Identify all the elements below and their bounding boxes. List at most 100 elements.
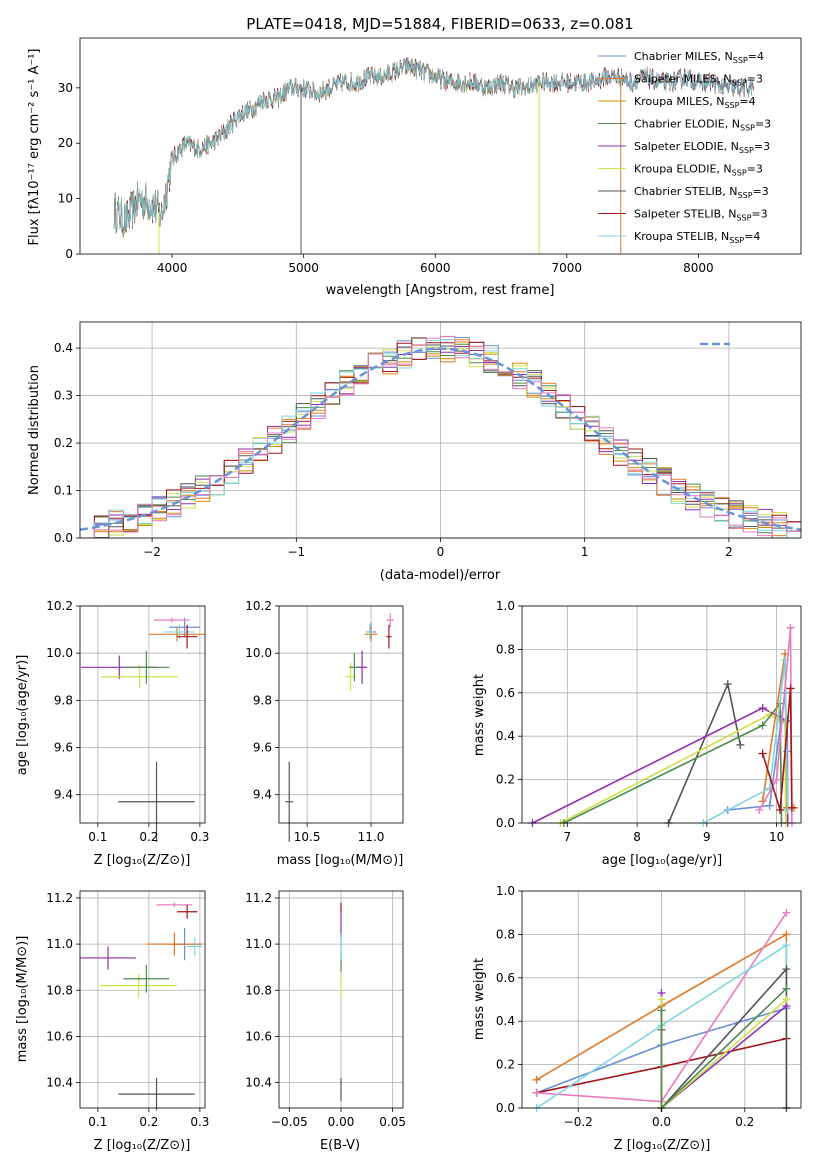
x-tick-label: 0 <box>437 545 445 559</box>
wAge-xlabel: age [log₁₀(age/yr)] <box>602 853 723 868</box>
massZ-ylabel: mass [log₁₀(M/M⊙)] <box>15 936 30 1063</box>
x-tick-label: 4000 <box>157 261 188 275</box>
y-tick-label: 11.0 <box>46 937 73 951</box>
y-tick-label: 0.4 <box>54 341 73 355</box>
y-tick-label: 10.8 <box>245 983 272 997</box>
x-tick-label: 0.1 <box>88 830 107 844</box>
y-tick-label: 0.2 <box>496 1058 515 1072</box>
spectrum-panel: PLATE=0418, MJD=51884, FIBERID=0633, z=0… <box>27 15 802 298</box>
axes-frame <box>521 605 802 824</box>
weight-marker <box>532 1088 541 1097</box>
histogram-steps <box>80 346 801 539</box>
y-tick-label: 9.6 <box>253 741 272 755</box>
errorbar-point <box>386 624 392 649</box>
legend-n: =3 <box>747 73 763 86</box>
errorbar-point <box>176 624 198 649</box>
legend-label: Salpeter MILES, NSSP=3 <box>634 73 763 88</box>
y-tick-label: 10.0 <box>245 646 272 660</box>
x-tick-label: 11.0 <box>358 830 385 844</box>
y-tick-label: 0.3 <box>54 389 73 403</box>
x-tick-label: 10.5 <box>294 830 321 844</box>
plot-area <box>79 335 802 539</box>
age-vs-mass-panel: mass [log₁₀(M/M⊙)] 10.5 11.0 9.4 9.6 9.8 10.0… <box>245 599 404 868</box>
massZ-xlabel: Z [log₁₀(Z/Z⊙)] <box>94 1138 191 1153</box>
y-tick-label: 0.1 <box>54 484 73 498</box>
wZ-xlabel: Z [log₁₀(Z/Z⊙)] <box>614 1138 711 1153</box>
spectrum-line <box>113 58 754 235</box>
x-tick-label: 9 <box>703 830 711 844</box>
weight-marker <box>772 775 781 784</box>
x-tick-label: 7000 <box>552 261 583 275</box>
x-tick-label: −1 <box>287 545 305 559</box>
y-tick-label: 0.0 <box>496 1101 515 1115</box>
legend-n: =4 <box>744 230 760 243</box>
y-tick-label: 0.4 <box>496 1014 515 1028</box>
ageZ-ylabel: age [log₁₀(age/yr)] <box>15 655 30 776</box>
weight-marker <box>657 995 666 1004</box>
x-tick-label: 6000 <box>420 261 451 275</box>
weight-vs-age-panel: age [log₁₀(age/yr)] mass weight 7 8 9 10 0.0… <box>472 599 802 868</box>
weight-marker <box>786 684 795 693</box>
errorbar-point <box>148 627 205 642</box>
legend-label: Chabrier MILES, NSSP=4 <box>634 50 764 65</box>
legend-n: =4 <box>748 50 764 63</box>
y-tick-label: 10.4 <box>46 1076 73 1090</box>
x-tick-label: 7 <box>564 830 572 844</box>
x-tick-label: 0.3 <box>190 830 209 844</box>
errorbar-point <box>123 964 170 993</box>
legend-n: =3 <box>751 208 767 221</box>
weight-marker <box>758 749 767 758</box>
legend-sub: SSP <box>732 79 747 88</box>
plot-area <box>285 613 395 842</box>
errorbar-point <box>187 937 203 956</box>
legend-sub: SSP <box>740 124 755 133</box>
weight-line <box>563 701 783 824</box>
y-tick-label: 10.2 <box>46 599 73 613</box>
massE-xlabel: E(B-V) <box>320 1138 360 1153</box>
y-tick-label: 11.0 <box>245 937 272 951</box>
legend-label: Salpeter STELIB, NSSP=3 <box>634 208 768 223</box>
weight-vs-metallicity-panel: Z [log₁₀(Z/Z⊙)] mass weight −0.2 0.0 0.2 0.… <box>472 884 802 1153</box>
y-tick-label: 0.0 <box>496 816 515 830</box>
histogram-steps <box>80 337 801 539</box>
legend-name: Salpeter STELIB, N <box>634 208 736 221</box>
legend-label: Salpeter ELODIE, NSSP=3 <box>634 140 770 155</box>
x-tick-label: 8000 <box>683 261 714 275</box>
y-tick-label: 9.8 <box>54 693 73 707</box>
y-tick-label: 10.6 <box>46 1029 73 1043</box>
legend-n: =3 <box>747 163 763 176</box>
errorbar-point <box>365 624 374 640</box>
errorbar-point <box>146 932 203 956</box>
legend-label: Kroupa MILES, NSSP=4 <box>634 95 756 110</box>
legend-name: Kroupa STELIB, N <box>634 230 729 243</box>
weight-marker <box>758 703 767 712</box>
axes-frame <box>79 37 802 255</box>
axes-frame <box>521 890 802 1109</box>
weight-line <box>761 688 793 811</box>
ageM-xlabel: mass [log₁₀(M/M⊙)] <box>277 853 404 868</box>
y-tick-label: 0.6 <box>496 971 515 985</box>
residuals-ylabel: Normed distribution <box>27 365 42 495</box>
x-tick-label: 0.1 <box>88 1115 107 1129</box>
histogram-steps <box>80 344 801 539</box>
wZ-ylabel: mass weight <box>472 958 487 1040</box>
axis-ticks: 0.1 0.2 0.3 10.4 10.6 10.8 11.0 11.2 <box>46 891 209 1129</box>
x-tick-label: 0.3 <box>190 1115 209 1129</box>
x-tick-label: 0.05 <box>379 1115 406 1129</box>
spectrum-ylabel: Flux [fλ10⁻¹⁷ erg cm⁻² s⁻¹ A⁻¹] <box>27 49 42 246</box>
plot-area <box>80 902 203 1111</box>
x-tick-label: 8 <box>633 830 641 844</box>
x-tick-label: 0.2 <box>139 830 158 844</box>
weight-marker <box>532 1075 541 1084</box>
spectrum-xlabel: wavelength [Angstrom, rest frame] <box>326 283 555 298</box>
errorbar-point <box>118 1077 195 1111</box>
plot-area <box>113 57 754 254</box>
y-tick-label: 0 <box>65 247 73 261</box>
axis-ticks: −2 −1 0 1 2 0.0 0.1 0.2 0.3 0.4 <box>54 341 733 559</box>
legend-n: =3 <box>753 185 769 198</box>
legend-name: Salpeter MILES, N <box>634 73 732 86</box>
errorbar-point <box>80 946 137 970</box>
weight-marker <box>787 803 796 812</box>
axes-frame <box>79 605 206 824</box>
